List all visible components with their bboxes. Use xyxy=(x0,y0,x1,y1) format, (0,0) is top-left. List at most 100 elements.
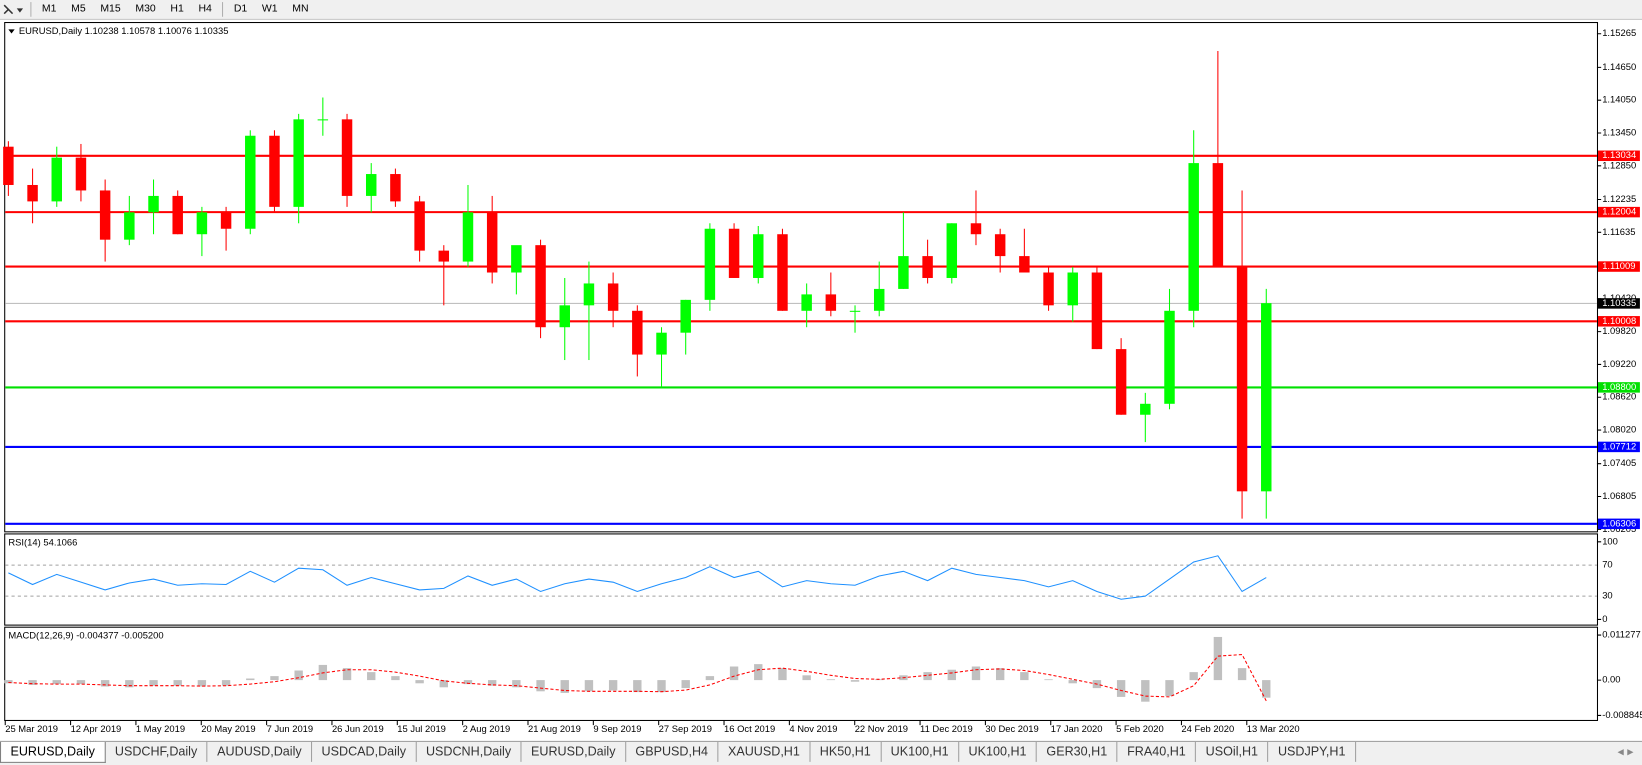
y-tick-label: 0 xyxy=(1602,613,1607,624)
candle-body xyxy=(293,119,304,207)
macd-bar xyxy=(1165,680,1174,697)
chart-tab[interactable]: USDCAD,Daily xyxy=(312,741,417,762)
candle-body xyxy=(704,228,716,300)
timeframe-button[interactable]: H1 xyxy=(170,3,184,15)
chart-tab[interactable]: USDCNH,Daily xyxy=(417,741,522,762)
x-tick-label: 27 Sep 2019 xyxy=(659,723,712,734)
macd-bar xyxy=(536,680,545,692)
candle-body xyxy=(1212,163,1224,268)
candle-body xyxy=(1115,349,1127,415)
timeframe-button[interactable]: M30 xyxy=(135,3,156,15)
macd-bar xyxy=(149,680,158,686)
timeframe-button[interactable]: H4 xyxy=(198,3,212,15)
level-label: 1.06306 xyxy=(1602,517,1636,528)
x-tick-label: 26 Jun 2019 xyxy=(332,723,384,734)
x-tick-label: 12 Apr 2019 xyxy=(71,723,122,734)
candle-body xyxy=(777,234,788,311)
chart-tab[interactable]: FRA40,H1 xyxy=(1118,741,1197,762)
macd-bar xyxy=(1141,680,1150,702)
y-tick-label: 0.011277 xyxy=(1602,629,1641,640)
macd-bar xyxy=(512,680,521,688)
macd-bar xyxy=(1262,680,1271,698)
macd-bar xyxy=(4,680,13,684)
chart-tab[interactable]: UK100,H1 xyxy=(959,741,1038,762)
x-tick-label: 7 Jun 2019 xyxy=(267,723,314,734)
separator xyxy=(30,2,32,17)
candle-body xyxy=(1043,272,1054,306)
candle-body xyxy=(656,332,667,355)
chart-tab[interactable]: EURUSD,Daily xyxy=(522,741,626,762)
chart-tab[interactable]: AUDUSD,Daily xyxy=(208,741,313,762)
tab-scroll[interactable]: ◂ ▸ xyxy=(1617,744,1634,759)
y-tick-label: 70 xyxy=(1602,559,1612,570)
y-tick-label: 1.13450 xyxy=(1602,126,1636,137)
y-tick-label: 1.12850 xyxy=(1602,159,1636,170)
candle-body xyxy=(946,223,958,278)
y-tick-label: 30 xyxy=(1602,590,1612,601)
macd-bar xyxy=(850,680,860,682)
candle-body xyxy=(1236,267,1248,492)
separator xyxy=(222,2,224,17)
x-tick-label: 11 Dec 2019 xyxy=(920,723,973,734)
x-tick-label: 13 Mar 2020 xyxy=(1247,723,1300,734)
x-tick-label: 21 Aug 2019 xyxy=(528,723,581,734)
candle-body xyxy=(99,190,111,240)
level-label: 1.11009 xyxy=(1602,260,1635,271)
level-tag xyxy=(1598,316,1640,327)
macd-bar xyxy=(270,676,279,681)
level-label: 1.07712 xyxy=(1602,440,1636,451)
macd-bar xyxy=(294,670,303,681)
timeframe-button[interactable]: M15 xyxy=(100,3,121,15)
candle-body xyxy=(632,310,643,355)
chart-tab[interactable]: GBPUSD,H4 xyxy=(626,741,719,762)
macd-bar xyxy=(923,672,932,681)
macd-bar xyxy=(826,679,836,681)
y-tick-label: 100 xyxy=(1602,535,1618,546)
timeframe-button[interactable]: MN xyxy=(292,3,309,15)
candle-body xyxy=(753,234,764,278)
candle-body xyxy=(462,212,474,262)
macd-bar xyxy=(415,680,424,684)
candle-body xyxy=(1091,272,1103,350)
chart-tab[interactable]: EURUSD,Daily xyxy=(0,741,106,763)
chart-tab[interactable]: USDCHF,Daily xyxy=(105,741,208,762)
macd-bar xyxy=(1213,636,1223,681)
current-price-label: 1.10335 xyxy=(1602,297,1636,308)
candle-body xyxy=(801,294,812,311)
chart-background xyxy=(0,19,1642,741)
chart-tab[interactable]: USOil,H1 xyxy=(1196,741,1269,762)
macd-bar xyxy=(971,666,981,681)
macd-bar xyxy=(76,680,86,685)
chart-tab[interactable]: HK50,H1 xyxy=(810,741,882,762)
candle-body xyxy=(317,119,329,121)
chart: EURUSD,Daily 1.10238 1.10578 1.10076 1.1… xyxy=(0,19,1642,741)
x-tick-label: 5 Feb 2020 xyxy=(1116,723,1164,734)
timeframe-button[interactable]: M1 xyxy=(41,3,57,15)
x-tick-label: 25 Mar 2019 xyxy=(5,723,58,734)
timeframe-button[interactable]: M5 xyxy=(71,3,86,15)
level-tag xyxy=(1598,382,1640,393)
candle-body xyxy=(148,195,159,213)
macd-bar xyxy=(1020,672,1029,681)
macd-bar xyxy=(1189,672,1198,681)
rsi-title: RSI(14) 54.1066 xyxy=(8,536,77,547)
macd-bar xyxy=(439,680,448,688)
timeframe-button[interactable]: D1 xyxy=(233,3,248,15)
chart-tab[interactable]: UK100,H1 xyxy=(881,741,960,762)
candle-body xyxy=(172,195,183,235)
macd-bar xyxy=(391,676,400,681)
candle-body xyxy=(365,174,377,196)
x-tick-label: 9 Sep 2019 xyxy=(593,723,641,734)
level-tag xyxy=(1598,206,1640,218)
chart-tab[interactable]: GER30,H1 xyxy=(1037,741,1118,762)
macd-bar xyxy=(52,680,61,685)
chart-tab[interactable]: USDJPY,H1 xyxy=(1269,741,1356,762)
candle-body xyxy=(245,135,256,229)
timeframe-button[interactable]: W1 xyxy=(261,3,278,15)
current-price-tag xyxy=(1598,298,1640,309)
x-tick-label: 1 May 2019 xyxy=(136,723,185,734)
chart-tab[interactable]: XAUUSD,H1 xyxy=(719,741,811,762)
candle-body xyxy=(583,283,595,306)
macd-bar xyxy=(705,676,715,681)
